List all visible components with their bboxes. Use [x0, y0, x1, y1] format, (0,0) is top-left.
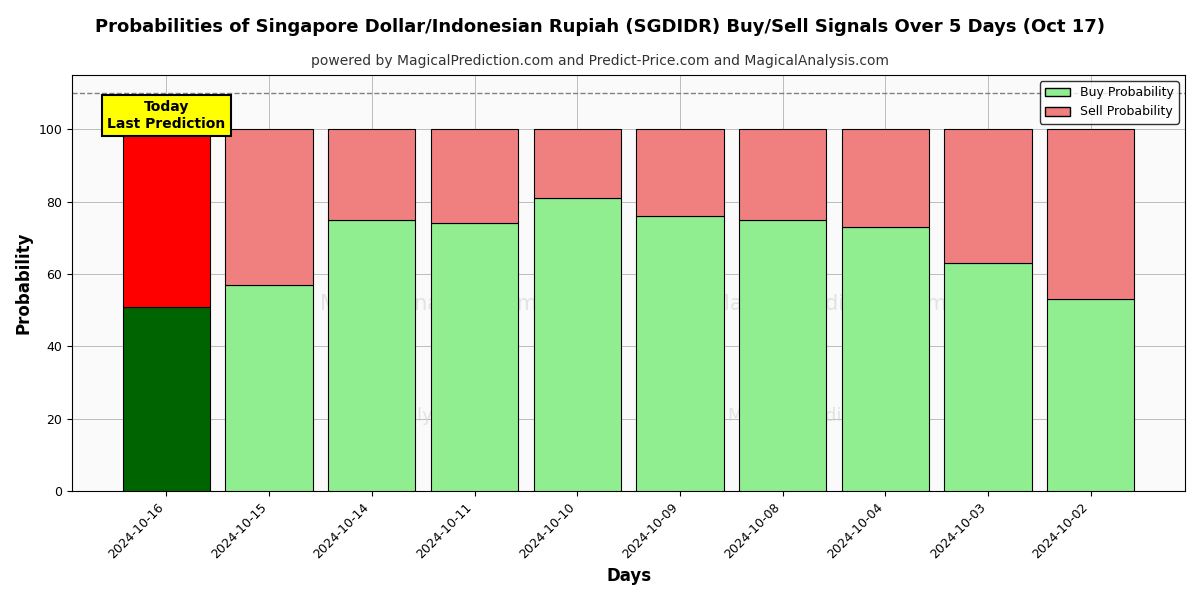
- Bar: [944, 129, 1032, 263]
- Text: Probabilities of Singapore Dollar/Indonesian Rupiah (SGDIDR) Buy/Sell Signals Ov: Probabilities of Singapore Dollar/Indone…: [95, 18, 1105, 36]
- Bar: [636, 129, 724, 216]
- Bar: [841, 227, 929, 491]
- Text: MagicalPrediction.com: MagicalPrediction.com: [712, 294, 947, 314]
- Bar: [944, 263, 1032, 491]
- Bar: [534, 129, 620, 198]
- Bar: [328, 129, 415, 220]
- Bar: [226, 285, 313, 491]
- Bar: [636, 216, 724, 491]
- Text: MagicalAnalysis.com: MagicalAnalysis.com: [319, 294, 536, 314]
- Bar: [122, 129, 210, 307]
- Bar: [739, 220, 827, 491]
- Bar: [739, 129, 827, 220]
- Text: Today
Last Prediction: Today Last Prediction: [107, 100, 226, 131]
- Bar: [534, 198, 620, 491]
- Text: calAnalysis.com: calAnalysis.com: [356, 407, 500, 425]
- Bar: [1048, 299, 1134, 491]
- Text: MagicalPrediction.com: MagicalPrediction.com: [727, 407, 930, 425]
- Bar: [841, 129, 929, 227]
- Y-axis label: Probability: Probability: [16, 232, 34, 334]
- Bar: [431, 129, 518, 223]
- Legend: Buy Probability, Sell Probability: Buy Probability, Sell Probability: [1040, 81, 1178, 124]
- Bar: [1048, 129, 1134, 299]
- Bar: [328, 220, 415, 491]
- Bar: [122, 307, 210, 491]
- Bar: [226, 129, 313, 285]
- X-axis label: Days: Days: [606, 567, 652, 585]
- Bar: [431, 223, 518, 491]
- Text: powered by MagicalPrediction.com and Predict-Price.com and MagicalAnalysis.com: powered by MagicalPrediction.com and Pre…: [311, 54, 889, 68]
